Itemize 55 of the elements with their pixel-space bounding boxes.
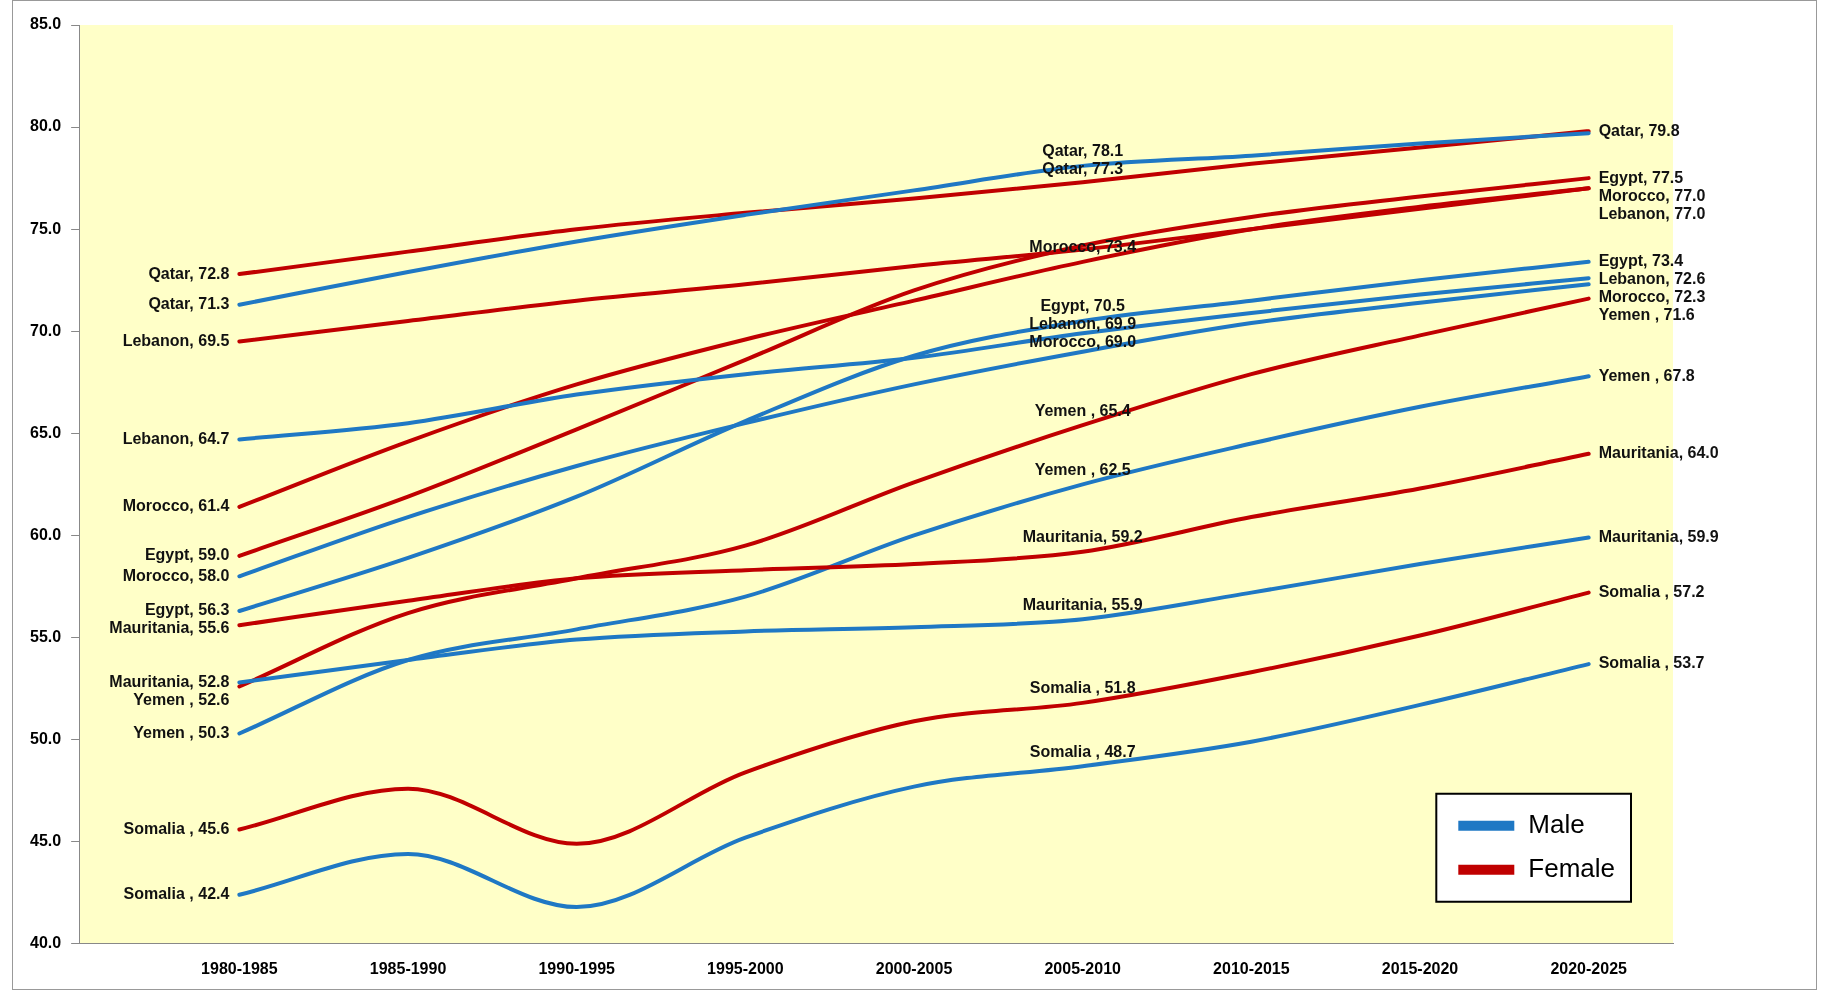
x-tick-label: 1985-1990	[369, 959, 447, 977]
annotation: Yemen , 62.5	[1034, 460, 1131, 478]
annotation: Qatar, 79.8	[1598, 121, 1680, 139]
annotation: Somalia , 53.7	[1598, 654, 1705, 672]
x-tick-label: 2010-2015	[1213, 959, 1290, 977]
annotation: Lebanon, 69.5	[122, 331, 230, 349]
annotation: Somalia , 57.2	[1598, 583, 1705, 601]
x-tick-label: 2005-2010	[1044, 959, 1122, 977]
annotation: Mauritania, 59.2	[1022, 528, 1143, 546]
annotation: Egypt, 73.4	[1598, 252, 1684, 270]
annotation: Egypt, 56.3	[144, 601, 230, 619]
annotation: Lebanon, 77.0	[1598, 204, 1706, 222]
x-tick-label: 2000-2005	[875, 959, 953, 977]
y-tick-label: 55.0	[30, 627, 62, 645]
annotation: Yemen , 67.8	[1598, 366, 1695, 384]
annotation: Mauritania, 55.6	[109, 619, 230, 637]
y-tick-label: 85.0	[30, 15, 62, 33]
annotation: Egypt, 77.5	[1598, 168, 1684, 186]
annotation: Lebanon, 72.6	[1598, 270, 1706, 288]
annotation: Mauritania, 55.9	[1022, 595, 1143, 613]
annotation: Egypt, 59.0	[144, 546, 230, 564]
y-tick-label: 70.0	[30, 321, 62, 339]
x-tick-label: 1995-2000	[707, 959, 784, 977]
annotation: Egypt, 70.5	[1040, 297, 1126, 315]
annotation: Morocco, 58.0	[122, 566, 230, 584]
y-tick-label: 40.0	[30, 934, 62, 952]
annotation: Yemen , 71.6	[1598, 306, 1695, 324]
y-tick-label: 45.0	[30, 832, 62, 850]
legend-label: Male	[1528, 808, 1585, 839]
x-tick-label: 2015-2020	[1381, 959, 1459, 977]
y-tick-label: 60.0	[30, 525, 62, 543]
y-tick-label: 80.0	[30, 117, 62, 135]
annotation: Morocco, 77.0	[1598, 186, 1706, 204]
annotation: Morocco, 72.3	[1598, 288, 1706, 306]
y-tick-label: 75.0	[30, 219, 62, 237]
annotation: Somalia , 51.8	[1029, 679, 1136, 697]
x-tick-label: 1980-1985	[201, 959, 278, 977]
x-tick-label: 2020-2025	[1550, 959, 1628, 977]
y-tick-label: 50.0	[30, 730, 62, 748]
x-tick-label: 1990-1995	[538, 959, 616, 977]
legend-label: Female	[1528, 852, 1616, 883]
annotation: Mauritania, 59.9	[1598, 527, 1719, 545]
annotation: Lebanon, 64.7	[122, 429, 230, 447]
annotation: Qatar, 72.8	[148, 264, 230, 282]
annotation: Qatar, 71.3	[148, 295, 230, 313]
annotation: Mauritania, 64.0	[1598, 444, 1719, 462]
annotation: Qatar, 78.1	[1042, 142, 1124, 160]
annotation: Morocco, 61.4	[122, 497, 230, 515]
y-tick-label: 65.0	[30, 423, 62, 441]
annotation: Somalia , 48.7	[1029, 742, 1136, 760]
annotation: Somalia , 45.6	[123, 819, 230, 837]
annotation: Mauritania, 52.8	[109, 672, 230, 690]
annotation: Yemen , 50.3	[133, 723, 230, 741]
annotation: Yemen , 52.6	[133, 690, 230, 708]
annotation: Somalia , 42.4	[123, 885, 230, 903]
